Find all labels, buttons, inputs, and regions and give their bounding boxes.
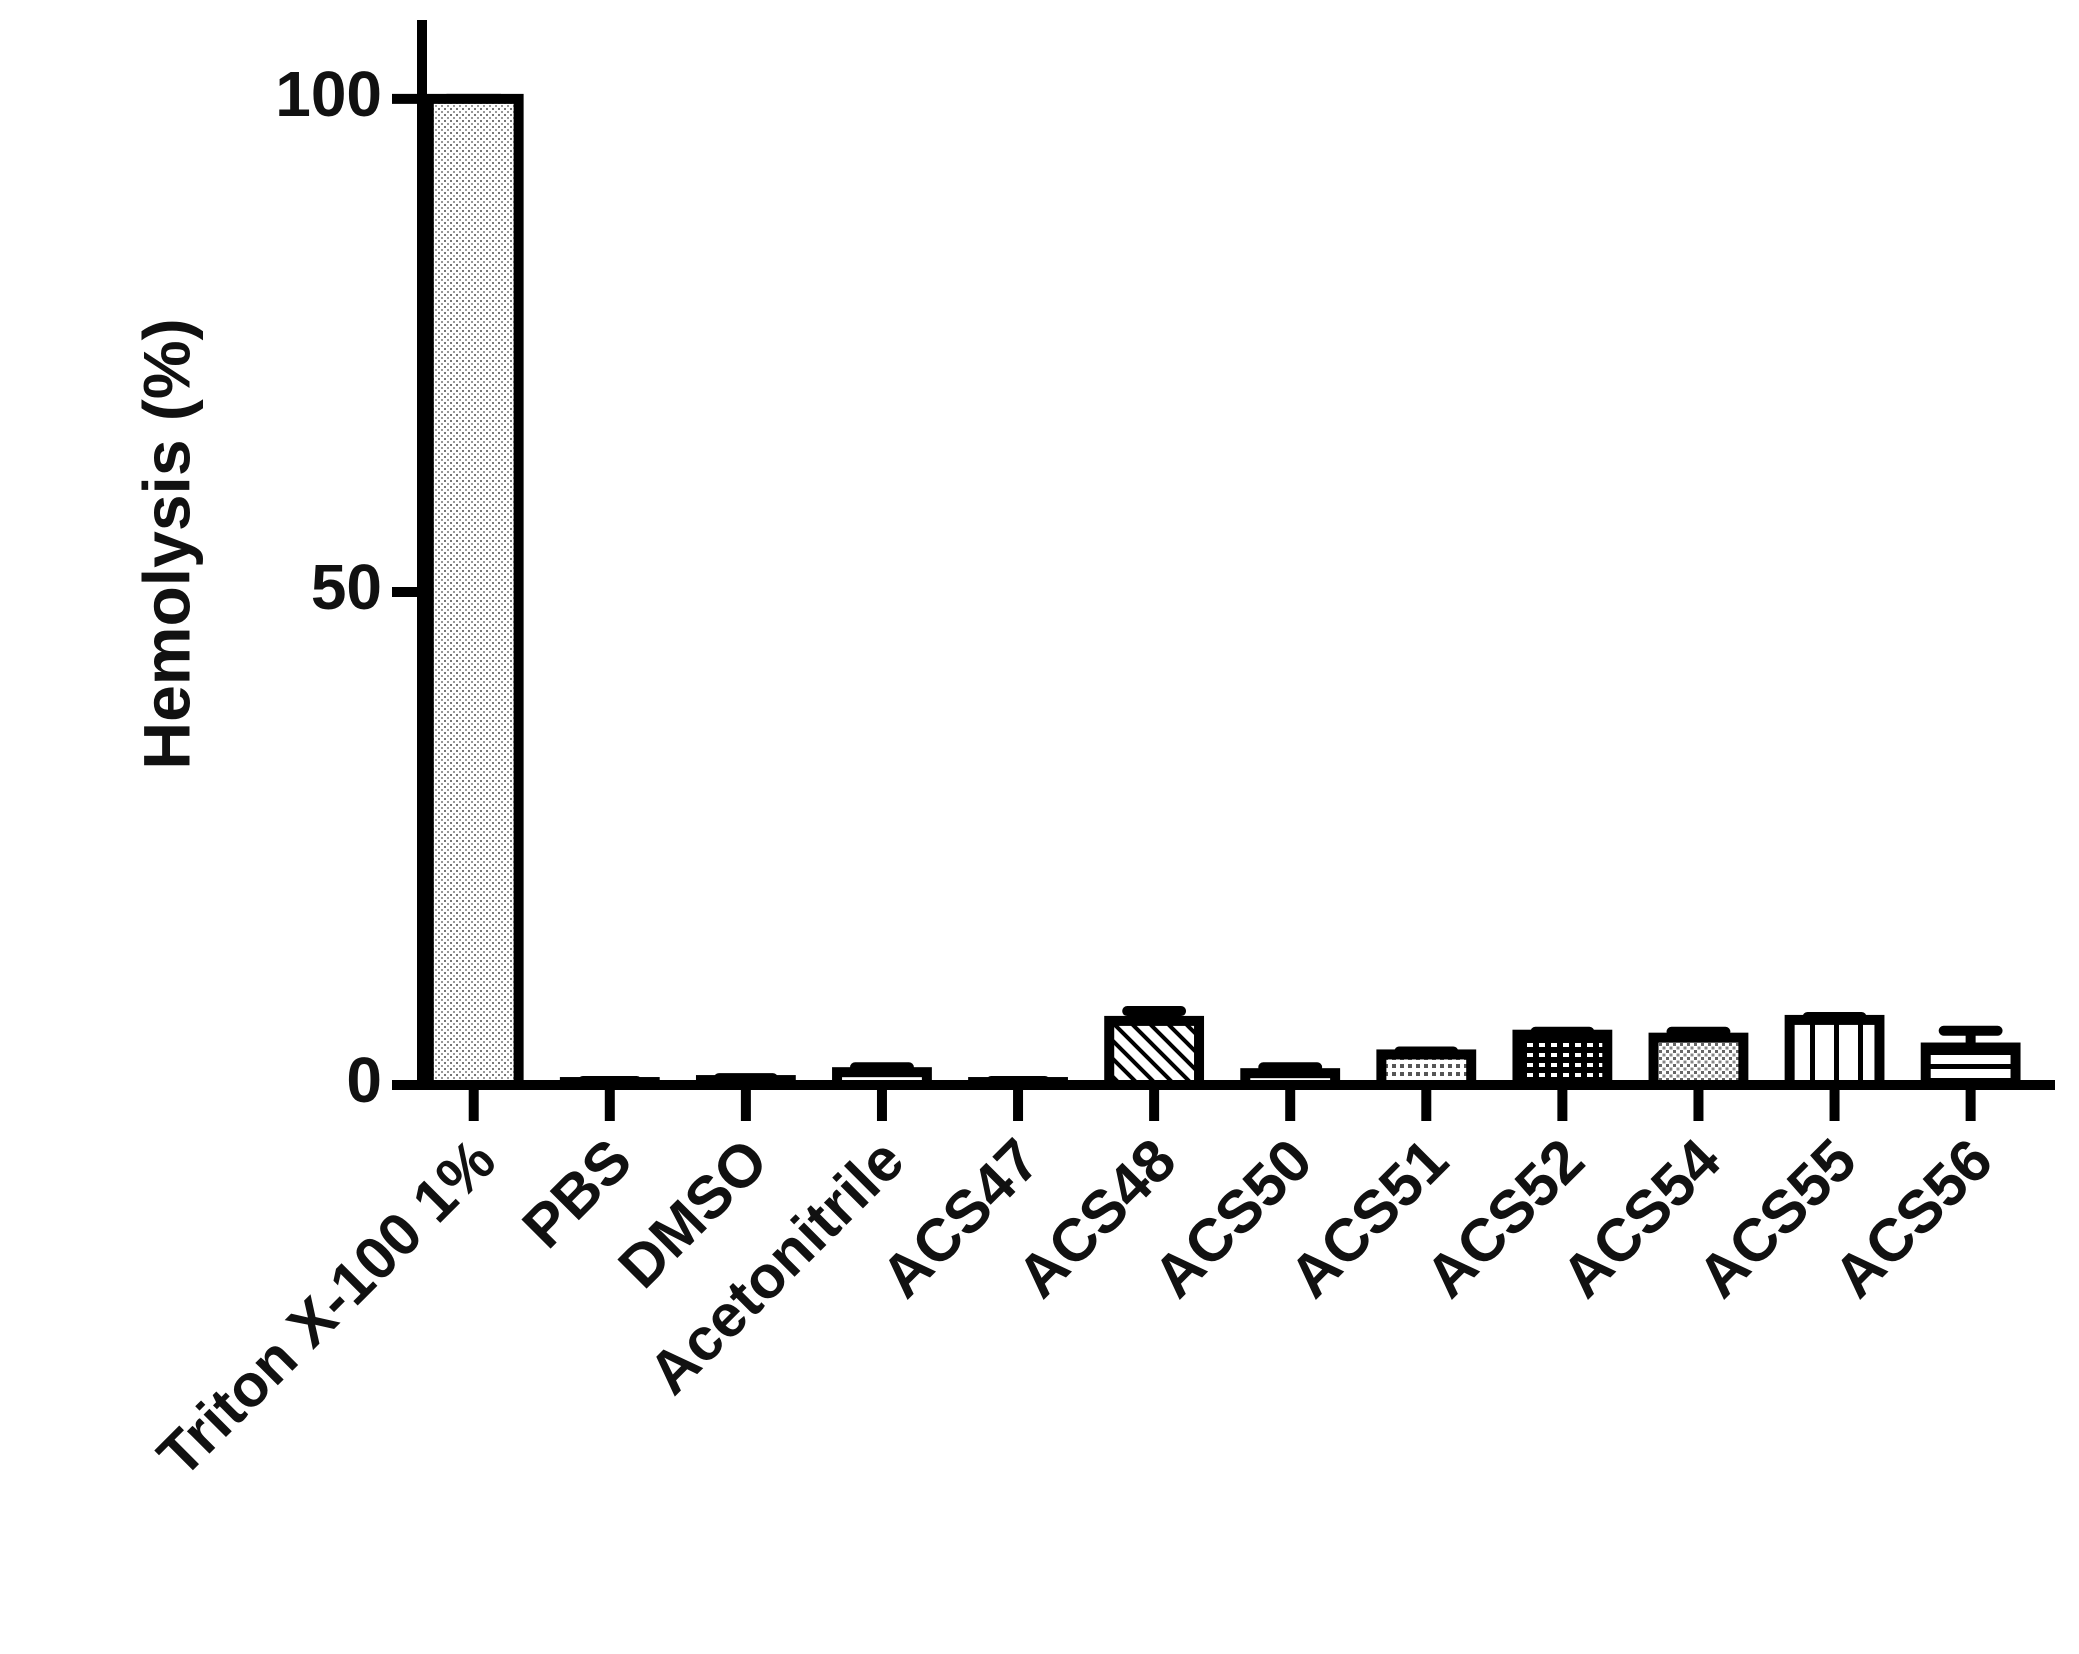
bar — [423, 93, 524, 1090]
x-tick-label: Triton X-100 1% — [145, 1126, 508, 1489]
bar — [1240, 1068, 1341, 1090]
bar — [1648, 1032, 1749, 1090]
bar — [695, 1075, 796, 1091]
bar — [1784, 1014, 1885, 1091]
y-tick-label: 100 — [275, 58, 382, 130]
bar — [832, 1067, 932, 1090]
bar — [1920, 1042, 2021, 1091]
y-tick-label: 50 — [311, 551, 382, 623]
bar — [1104, 1015, 1205, 1090]
y-axis-title: Hemolysis (%) — [129, 318, 203, 769]
y-tick-label: 0 — [346, 1044, 382, 1116]
bar — [559, 1077, 660, 1090]
bar — [968, 1077, 1068, 1090]
bar — [1512, 1029, 1613, 1091]
bar — [1376, 1049, 1477, 1090]
